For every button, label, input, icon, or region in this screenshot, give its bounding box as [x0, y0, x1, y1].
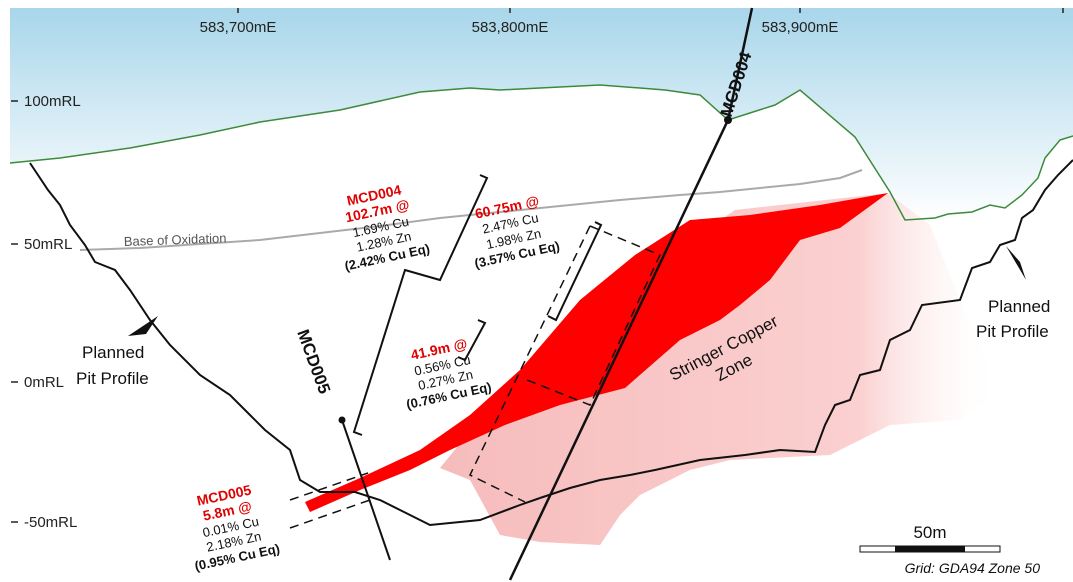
- base-of-oxidation-line: [79, 169, 863, 251]
- easting-label-2: 583,800mE: [472, 19, 549, 36]
- scale-bar-label: 50m: [913, 523, 946, 542]
- pit-profile-pointer-right: [1006, 246, 1026, 280]
- pit-profile-pointer-left: [128, 316, 158, 336]
- drillhole-mcd004-extension: [726, 7, 754, 121]
- intercept-tick-mcd005-lower: [289, 499, 371, 529]
- elevation-label-50: 50mRL: [24, 236, 72, 253]
- pit-profile-right-line1: Planned: [988, 297, 1050, 316]
- intercept-mcd004-lower: 41.9m @ 0.56% Cu 0.27% Zn (0.76% Cu Eq): [405, 335, 493, 412]
- topography-line: [9, 84, 1073, 221]
- drillhole-mcd005-trace: [341, 419, 391, 561]
- planned-pit-profile-right: [539, 159, 1073, 499]
- pit-profile-left-line2: Pit Profile: [76, 369, 149, 388]
- bracket-mcd004-lower: [457, 319, 487, 362]
- base-of-oxidation-label: Base of Oxidation: [124, 230, 227, 249]
- grid-note: Grid: GDA94 Zone 50: [905, 560, 1041, 576]
- drillhole-mcd005-collar: [338, 416, 346, 424]
- bracket-mcd004-upper: [547, 221, 603, 322]
- intercept-mcd004-total: MCD004 102.7m @ 1.69% Cu 1.28% Zn (2.42%…: [343, 181, 431, 273]
- sky-area: [10, 8, 1073, 220]
- stringer-copper-zone: [440, 193, 1000, 545]
- bracket-mcd004-total: [352, 174, 489, 436]
- drillhole-label-mcd005: MCD005: [293, 327, 334, 397]
- easting-label-1: 583,700mE: [200, 19, 277, 36]
- intercept-box-lower: [469, 225, 591, 503]
- elevation-label-minus50: -50mRL: [24, 514, 77, 531]
- pit-profile-left-line1: Planned: [82, 343, 144, 362]
- intercept-mcd005: MCD005 5.8m @ 0.01% Cu 2.18% Zn (0.95% C…: [193, 481, 281, 573]
- elevation-label-0: 0mRL: [24, 374, 64, 391]
- easting-label-3: 583,900mE: [762, 19, 839, 36]
- scale-bar: 50m: [859, 523, 1001, 553]
- planned-pit-profile-left: [29, 162, 541, 527]
- intercept-tick-mcd005-upper: [289, 472, 369, 501]
- elevation-label-100: 100mRL: [24, 93, 81, 110]
- intercept-mcd004-upper: 60.75m @ 2.47% Cu 1.98% Zn (3.57% Cu Eq): [473, 193, 561, 271]
- drillhole-mcd004-trace: [508, 119, 730, 581]
- ore-body: [305, 193, 888, 512]
- intercept-box-upper: [521, 225, 662, 406]
- pit-profile-right-line2: Pit Profile: [976, 322, 1049, 341]
